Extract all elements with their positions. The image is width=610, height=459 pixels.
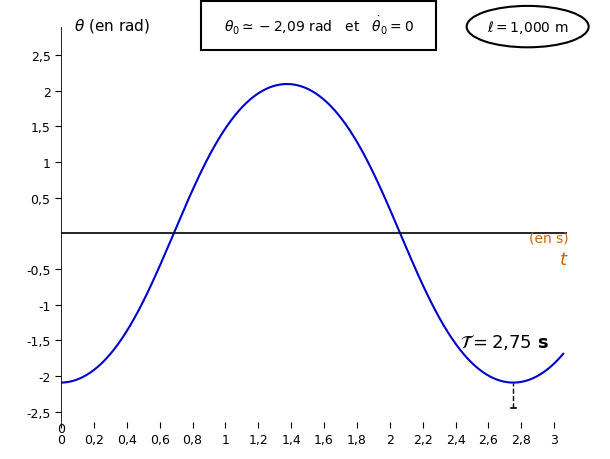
Text: (en s): (en s) (529, 230, 569, 245)
Text: $\theta_0 \simeq -2{,}09$ rad   et   $\dot{\theta}_0 = 0$: $\theta_0 \simeq -2{,}09$ rad et $\dot{\… (224, 15, 414, 38)
Text: 0: 0 (57, 422, 65, 435)
Text: $t$: $t$ (559, 250, 569, 268)
Text: $\ell = 1{,}000$ m: $\ell = 1{,}000$ m (487, 19, 569, 36)
Text: $\theta$ (en rad): $\theta$ (en rad) (74, 17, 150, 34)
Text: $\boldsymbol{\mathcal{T}} = 2{,}75$ s: $\boldsymbol{\mathcal{T}} = 2{,}75$ s (461, 332, 550, 352)
